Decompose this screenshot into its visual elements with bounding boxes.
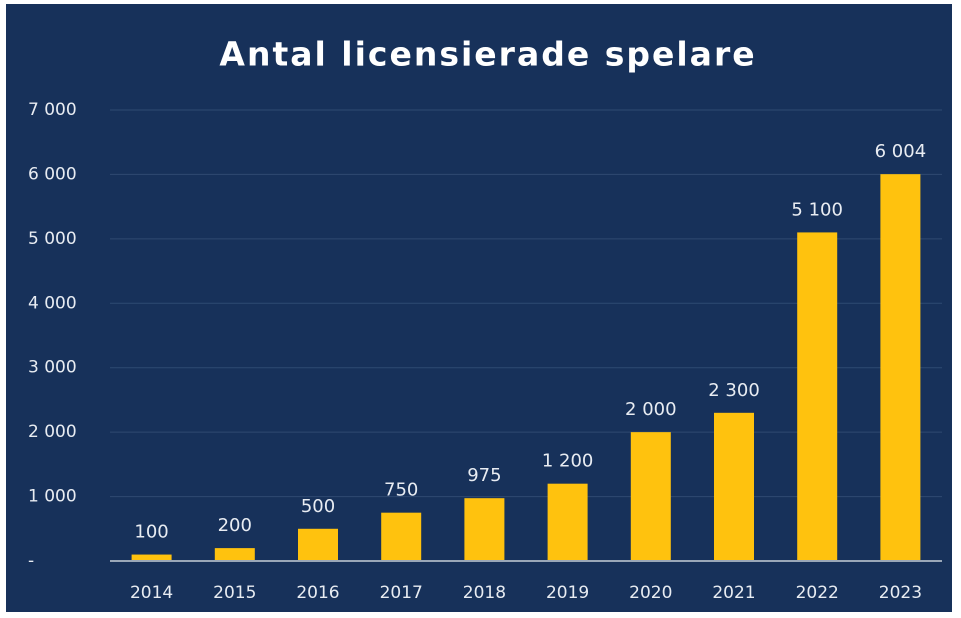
x-tick-label: 2023 xyxy=(879,583,922,603)
bar xyxy=(214,548,255,561)
data-label: 5 100 xyxy=(791,199,843,220)
bar xyxy=(797,232,838,561)
x-tick-label: 2018 xyxy=(463,583,506,603)
data-label: 2 300 xyxy=(708,380,760,401)
y-tick-label: 3 000 xyxy=(28,358,77,378)
x-tick-label: 2017 xyxy=(380,583,423,603)
x-tick-label: 2015 xyxy=(213,583,256,603)
data-label: 2 000 xyxy=(625,399,677,420)
data-label: 1 200 xyxy=(542,451,594,472)
y-tick-label: 1 000 xyxy=(28,487,77,507)
bar xyxy=(714,412,754,561)
data-label: 750 xyxy=(384,480,418,501)
y-tick-label: 5 000 xyxy=(28,229,77,249)
y-tick-label: 2 000 xyxy=(28,422,77,442)
data-label: 100 xyxy=(134,522,168,543)
x-tick-label: 2020 xyxy=(629,583,672,603)
chart-title: Antal licensierade spelare xyxy=(219,35,756,74)
x-tick-label: 2014 xyxy=(130,583,173,603)
bar xyxy=(547,483,588,561)
bar xyxy=(381,512,422,561)
data-label: 6 004 xyxy=(875,141,927,162)
data-label: 500 xyxy=(301,496,335,517)
x-tick-label: 2016 xyxy=(296,583,339,603)
bar xyxy=(131,554,172,561)
y-tick-label: 6 000 xyxy=(28,164,77,184)
x-tick-label: 2019 xyxy=(546,583,589,603)
y-tick-label: 7 000 xyxy=(28,100,77,120)
x-tick-label: 2021 xyxy=(712,583,755,603)
bar xyxy=(464,498,505,561)
y-tick-label: - xyxy=(28,551,34,571)
bar xyxy=(298,528,338,561)
bar xyxy=(880,174,921,562)
data-label: 200 xyxy=(218,515,252,536)
bar xyxy=(630,432,671,561)
x-tick-label: 2022 xyxy=(796,583,839,603)
data-label: 975 xyxy=(467,465,501,486)
y-tick-label: 4 000 xyxy=(28,293,77,313)
